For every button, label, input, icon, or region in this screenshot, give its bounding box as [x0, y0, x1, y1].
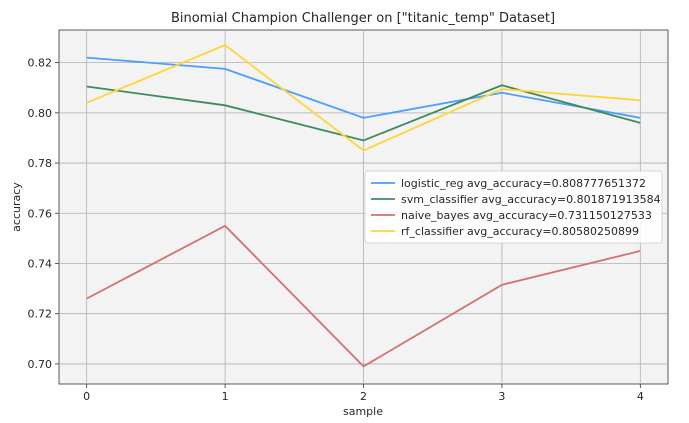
legend: logistic_reg avg_accuracy=0.808777651372… — [364, 170, 663, 244]
y-tick-label: 0.76 — [28, 207, 53, 220]
y-tick-label: 0.72 — [28, 308, 53, 321]
y-tick-label: 0.74 — [28, 257, 53, 270]
y-tick-label: 0.82 — [28, 57, 53, 70]
y-tick-label: 0.70 — [28, 358, 53, 371]
chart-title: Binomial Champion Challenger on ["titani… — [171, 11, 555, 26]
y-tick-label: 0.78 — [28, 157, 53, 170]
x-tick-label: 1 — [222, 390, 229, 403]
series-line — [86, 224, 641, 368]
y-axis-label: accuracy — [10, 182, 23, 232]
grid-lines — [59, 30, 668, 384]
legend-label: logistic_reg avg_accuracy=0.808777651372 — [401, 177, 646, 190]
x-axis-label: sample — [343, 405, 383, 418]
legend-label: naive_bayes avg_accuracy=0.731150127533 — [401, 209, 652, 222]
legend-box — [364, 170, 663, 244]
x-tick-label: 0 — [83, 390, 90, 403]
series-line — [86, 44, 641, 152]
tick-labels: 0 1 2 3 4 0.70 0.72 0.74 0.76 0.78 0.80 0.82 — [28, 57, 644, 403]
legend-label: svm_classifier avg_accuracy=0.8018719135… — [401, 193, 661, 206]
series-line — [86, 84, 641, 142]
x-tick-label: 4 — [637, 390, 644, 403]
x-tick-label: 2 — [360, 390, 367, 403]
x-tick-label: 3 — [498, 390, 505, 403]
y-tick-label: 0.80 — [28, 107, 53, 120]
series-layer — [86, 44, 641, 368]
legend-label: rf_classifier avg_accuracy=0.80580250899 — [401, 225, 639, 238]
